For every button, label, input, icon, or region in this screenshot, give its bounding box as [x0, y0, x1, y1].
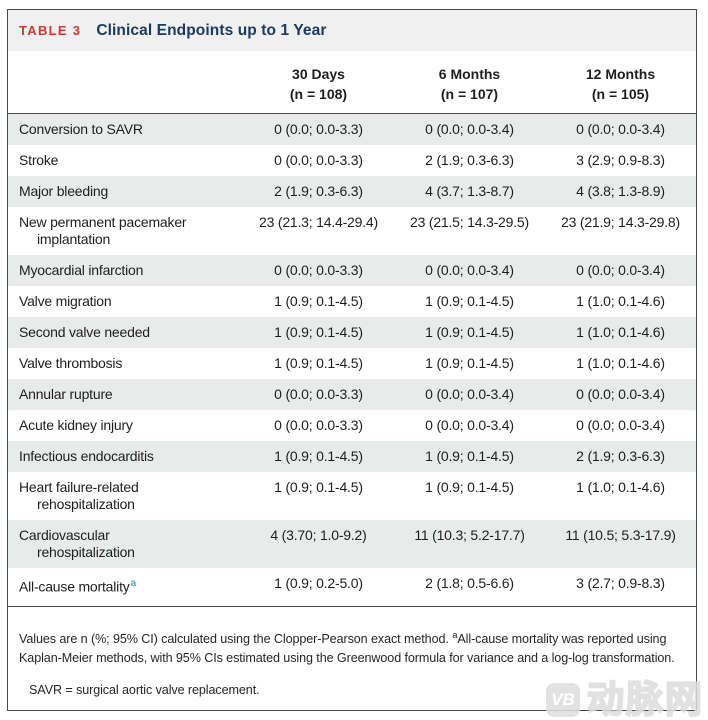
value-cell: 0 (0.0; 0.0-3.3)	[274, 152, 363, 168]
value-cell: 3 (2.7; 0.9-8.3)	[576, 575, 665, 591]
table-row: Cardiovascular rehospitalization 4 (3.70; …	[8, 520, 696, 568]
value-cell: 1 (0.9; 0.1-4.5)	[425, 324, 514, 340]
value-cell: 2 (1.9; 0.3-6.3)	[425, 152, 514, 168]
endpoint-label: New permanent pacemaker implantation	[19, 214, 187, 247]
value-cell: 0 (0.0; 0.0-3.4)	[576, 262, 665, 278]
table-row: Stroke 0 (0.0; 0.0-3.3) 2 (1.9; 0.3-6.3) 3 …	[8, 145, 696, 176]
value-cell: 0 (0.0; 0.0-3.3)	[274, 417, 363, 433]
table-row: Valve migration 1 (0.9; 0.1-4.5) 1 (0.9; 0…	[8, 286, 696, 317]
endpoint-label: Valve migration	[19, 293, 112, 309]
footnote-methods: Values are n (%; 95% CI) calculated usin…	[19, 626, 683, 669]
value-cell: 2 (1.9; 0.3-6.3)	[576, 448, 665, 464]
value-cell: 0 (0.0; 0.0-3.4)	[576, 417, 665, 433]
value-cell: 1 (0.9; 0.1-4.5)	[274, 324, 363, 340]
value-cell: 0 (0.0; 0.0-3.4)	[425, 121, 514, 137]
value-cell: 0 (0.0; 0.0-3.3)	[274, 386, 363, 402]
column-header-row: 30 Days (n = 108) 6 Months (n = 107) 12 …	[8, 51, 696, 114]
table-footnotes: Values are n (%; 95% CI) calculated usin…	[8, 607, 696, 701]
value-cell: 4 (3.7; 1.3-8.7)	[425, 183, 514, 199]
value-cell: 1 (1.0; 0.1-4.6)	[576, 324, 665, 340]
value-cell: 11 (10.3; 5.2-17.7)	[414, 527, 525, 543]
value-cell: 1 (1.0; 0.1-4.6)	[576, 293, 665, 309]
column-header-spacer	[8, 64, 243, 104]
endpoint-label: All-cause mortalitya	[19, 578, 137, 595]
endpoint-label: Valve thrombosis	[19, 355, 123, 371]
table-row: New permanent pacemaker implantation 23 (2…	[8, 207, 696, 255]
footnote-abbreviation: SAVR = surgical aortic valve replacement…	[29, 682, 260, 697]
table-row: Valve thrombosis 1 (0.9; 0.1-4.5) 1 (0.9; …	[8, 348, 696, 379]
endpoint-label: Major bleeding	[19, 183, 109, 199]
table-row: Infectious endocarditis 1 (0.9; 0.1-4.5) 1…	[8, 441, 696, 472]
endpoint-label: Acute kidney injury	[19, 417, 133, 433]
table-3-panel: TABLE 3 Clinical Endpoints up to 1 Year …	[7, 9, 697, 711]
column-header-6-months: 6 Months (n = 107)	[394, 64, 545, 104]
table-row: Second valve needed 1 (0.9; 0.1-4.5) 1 (0.…	[8, 317, 696, 348]
endpoint-superscript: a	[130, 578, 137, 589]
value-cell: 23 (21.9; 14.3-29.8)	[561, 214, 680, 230]
endpoint-label: Cardiovascular rehospitalization	[19, 527, 135, 560]
value-cell: 0 (0.0; 0.0-3.4)	[425, 262, 514, 278]
value-cell: 1 (0.9; 0.1-4.5)	[425, 293, 514, 309]
value-cell: 2 (1.8; 0.5-6.6)	[425, 575, 514, 591]
endpoint-label: Heart failure-related rehospitalization	[19, 479, 139, 512]
table-title-bar: TABLE 3 Clinical Endpoints up to 1 Year	[8, 10, 696, 51]
table-title: Clinical Endpoints up to 1 Year	[96, 21, 327, 39]
value-cell: 1 (0.9; 0.1-4.5)	[425, 479, 514, 495]
endpoint-label: Second valve needed	[19, 324, 150, 340]
value-cell: 0 (0.0; 0.0-3.4)	[576, 386, 665, 402]
table-row: Acute kidney injury 0 (0.0; 0.0-3.3) 0 (0.…	[8, 410, 696, 441]
value-cell: 0 (0.0; 0.0-3.4)	[425, 417, 514, 433]
value-cell: 1 (0.9; 0.1-4.5)	[274, 355, 363, 371]
table-row: Heart failure-related rehospitalization 1 …	[8, 472, 696, 520]
column-title: 12 Months	[585, 66, 656, 82]
column-n: (n = 105)	[591, 86, 650, 102]
endpoint-label: Myocardial infarction	[19, 262, 144, 278]
endpoint-label: Infectious endocarditis	[19, 448, 154, 464]
value-cell: 2 (1.9; 0.3-6.3)	[274, 183, 363, 199]
value-cell: 1 (1.0; 0.1-4.6)	[576, 479, 665, 495]
value-cell: 0 (0.0; 0.0-3.4)	[576, 121, 665, 137]
column-title: 6 Months	[438, 66, 501, 82]
value-cell: 23 (21.5; 14.3-29.5)	[410, 214, 529, 230]
value-cell: 0 (0.0; 0.0-3.3)	[274, 121, 363, 137]
table-row: Conversion to SAVR 0 (0.0; 0.0-3.3) 0 (0.0…	[8, 114, 696, 145]
column-header-12-months: 12 Months (n = 105)	[545, 64, 696, 104]
table-row: All-cause mortalitya 1 (0.9; 0.2-5.0) 2 (1…	[8, 568, 696, 603]
endpoint-label: Conversion to SAVR	[19, 121, 143, 137]
footnote-superscript: a	[452, 629, 458, 641]
table-number-label: TABLE 3	[19, 23, 82, 38]
value-cell: 4 (3.70; 1.0-9.2)	[270, 527, 367, 543]
value-cell: 1 (0.9; 0.1-4.5)	[274, 293, 363, 309]
column-header-30-days: 30 Days (n = 108)	[243, 64, 394, 104]
value-cell: 1 (0.9; 0.1-4.5)	[274, 479, 363, 495]
value-cell: 1 (0.9; 0.1-4.5)	[425, 448, 514, 464]
table-body: Conversion to SAVR 0 (0.0; 0.0-3.3) 0 (0.0…	[8, 114, 696, 607]
endpoint-label: Annular rupture	[19, 386, 113, 402]
value-cell: 4 (3.8; 1.3-8.9)	[576, 183, 665, 199]
table-row: Major bleeding 2 (1.9; 0.3-6.3) 4 (3.7; 1.…	[8, 176, 696, 207]
value-cell: 1 (0.9; 0.2-5.0)	[274, 575, 363, 591]
table-row: Myocardial infarction 0 (0.0; 0.0-3.3) 0 (…	[8, 255, 696, 286]
endpoint-label: Stroke	[19, 152, 59, 168]
value-cell: 11 (10.5; 5.3-17.9)	[565, 527, 676, 543]
value-cell: 1 (0.9; 0.1-4.5)	[274, 448, 363, 464]
table-row: Annular rupture 0 (0.0; 0.0-3.3) 0 (0.0; 0…	[8, 379, 696, 410]
value-cell: 0 (0.0; 0.0-3.4)	[425, 386, 514, 402]
value-cell: 3 (2.9; 0.9-8.3)	[576, 152, 665, 168]
value-cell: 1 (0.9; 0.1-4.5)	[425, 355, 514, 371]
column-n: (n = 107)	[440, 86, 499, 102]
value-cell: 0 (0.0; 0.0-3.3)	[274, 262, 363, 278]
column-title: 30 Days	[292, 66, 345, 82]
value-cell: 1 (1.0; 0.1-4.6)	[576, 355, 665, 371]
footnote-text: All-cause mortality was reported using K…	[19, 631, 675, 666]
column-n: (n = 108)	[289, 86, 348, 102]
footnote-text: Values are n (%; 95% CI) calculated usin…	[19, 631, 453, 646]
value-cell: 23 (21.3; 14.4-29.4)	[259, 214, 378, 230]
